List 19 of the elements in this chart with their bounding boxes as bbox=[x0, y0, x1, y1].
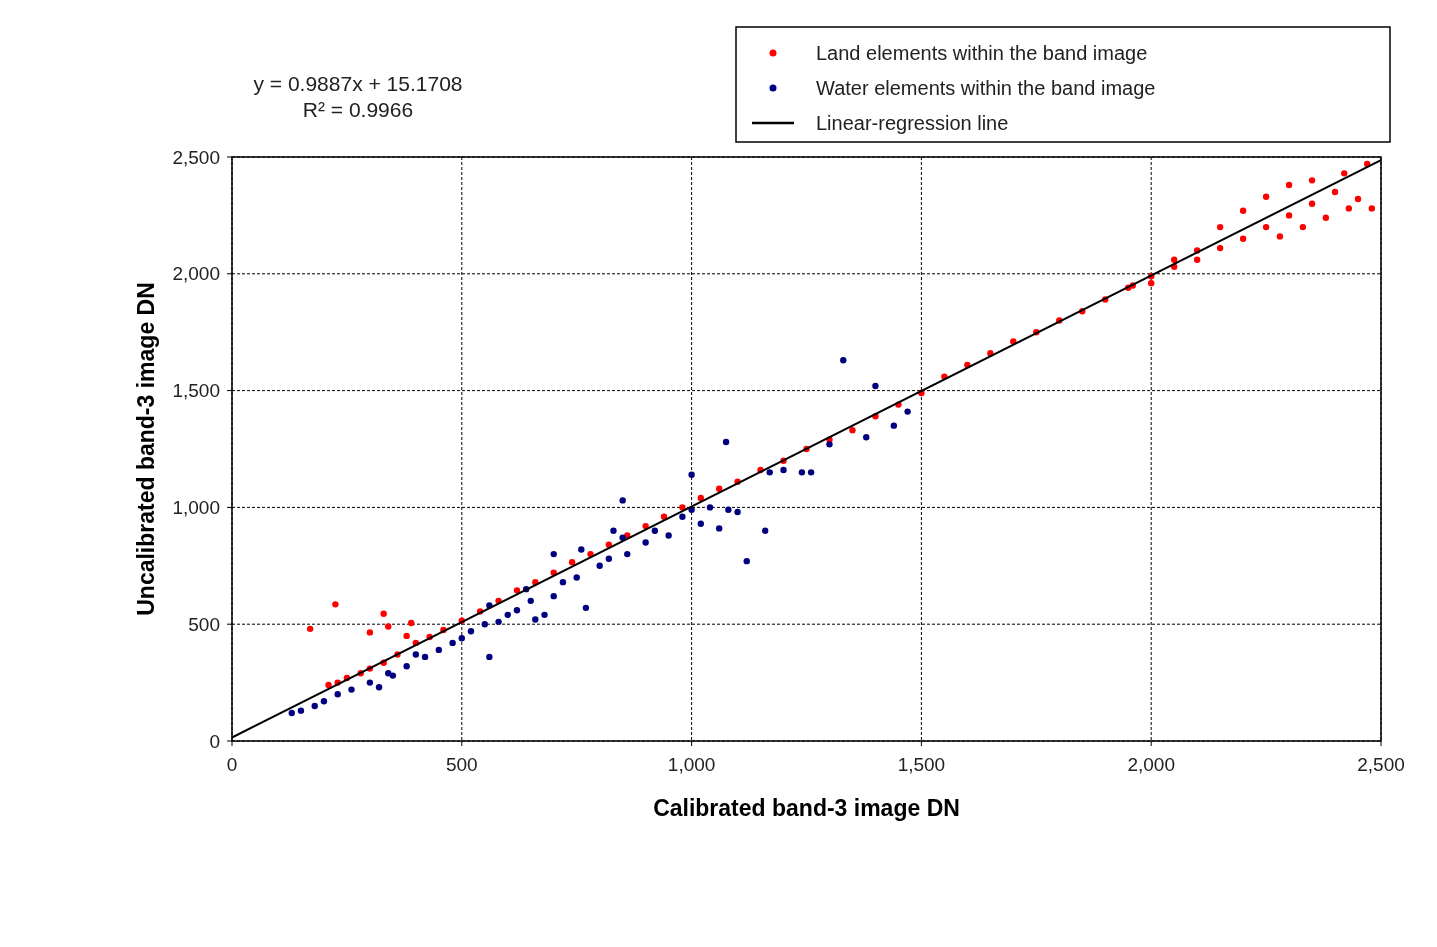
text: y = 0.9887x + 15.1708 bbox=[253, 72, 463, 95]
x-tick-label: 2,000 bbox=[1127, 754, 1175, 775]
y-axis-title: Uncalibrated band-3 image DN bbox=[133, 282, 159, 616]
x-axis-title: Calibrated band-3 image DN bbox=[653, 795, 960, 821]
legend-label: Land elements within the band image bbox=[816, 42, 1148, 64]
y-tick-label: 2,500 bbox=[172, 146, 220, 168]
y-tick-label: 0 bbox=[209, 730, 220, 752]
legend-label: Water elements within the band image bbox=[816, 77, 1156, 99]
y-tick-label: 500 bbox=[188, 613, 220, 635]
x-tick-label: 0 bbox=[226, 754, 238, 775]
y-tick-label: 1,500 bbox=[172, 380, 220, 402]
y-tick-label: 1,000 bbox=[172, 497, 220, 519]
text: R² = 0.9966 bbox=[302, 98, 414, 121]
x-tick-label: 500 bbox=[445, 754, 478, 775]
legend-label: Linear-regression line bbox=[816, 112, 1009, 134]
x-tick-label: 1,000 bbox=[667, 754, 716, 775]
x-tick-label: 2,500 bbox=[1357, 754, 1405, 775]
y-tick-label: 2,000 bbox=[172, 263, 220, 285]
x-tick-label: 1,500 bbox=[897, 754, 946, 775]
